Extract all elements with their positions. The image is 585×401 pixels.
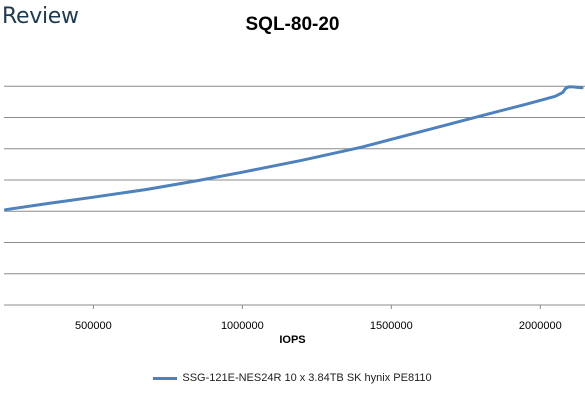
x-tick-label-3: 2000000 (519, 320, 562, 332)
series-layer (4, 85, 584, 212)
gridlines (4, 85, 585, 275)
chart-title: SQL-80-20 (245, 14, 340, 35)
x-tick-label-2: 1500000 (370, 320, 413, 332)
legend-label: SSG-121E-NES24R 10 x 3.84TB SK hynix PE8… (182, 372, 432, 384)
series-line-0 (4, 85, 584, 212)
x-tick-labels: 500000 1000000 1500000 2000000 (75, 320, 562, 332)
x-tick-label-0: 500000 (75, 320, 112, 332)
x-axis-title: IOPS (279, 334, 306, 346)
legend-swatch (153, 376, 178, 380)
legend: SSG-121E-NES24R 10 x 3.84TB SK hynix PE8… (0, 372, 585, 384)
x-tick-label-1: 1000000 (221, 320, 264, 332)
brand-logo: Review (2, 4, 79, 29)
x-axis (4, 304, 585, 309)
